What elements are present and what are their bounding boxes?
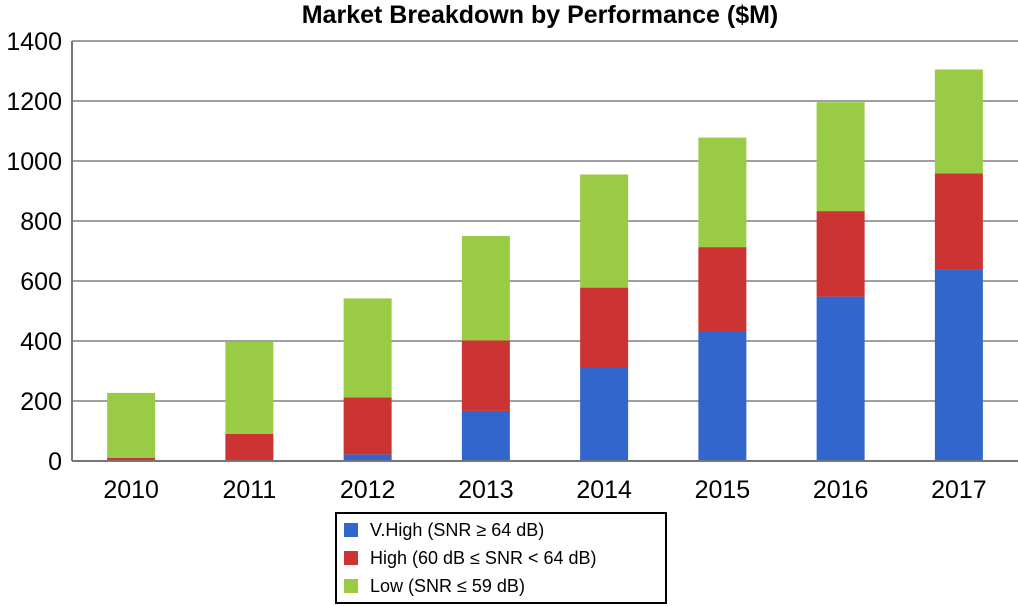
- legend-label-1: High (60 dB ≤ SNR < 64 dB): [370, 548, 597, 568]
- bar-2016-series-1: [816, 211, 865, 297]
- bar-2014-series-2: [580, 174, 629, 288]
- x-tick-label-2012: 2012: [340, 476, 396, 504]
- bar-2015-series-2: [698, 137, 747, 248]
- bar-2011-series-2: [225, 341, 274, 434]
- y-tick-label-600: 600: [20, 268, 62, 296]
- y-tick-label-200: 200: [20, 388, 62, 416]
- y-tick-label-0: 0: [48, 448, 62, 476]
- bar-2010-series-1: [107, 458, 156, 461]
- y-tick-label-1400: 1400: [6, 28, 62, 56]
- bar-2013-series-2: [461, 236, 510, 341]
- gridlines: [72, 40, 1018, 402]
- x-tick-label-2013: 2013: [458, 476, 514, 504]
- legend-swatch-0: [344, 523, 358, 537]
- bar-2012-series-1: [343, 397, 392, 455]
- bar-2013-series-0: [461, 410, 510, 461]
- bar-2012-series-2: [343, 298, 392, 398]
- axes: 0 200 400 600 800 1000 1200 1400 2010 2011 2012 201…: [6, 28, 1018, 504]
- chart-title: Market Breakdown by Performance ($M): [302, 1, 779, 29]
- x-tick-label-2011: 2011: [222, 476, 276, 504]
- x-tick-label-2010: 2010: [103, 476, 159, 504]
- legend-swatch-2: [344, 579, 358, 593]
- bar-2015-series-0: [698, 332, 747, 461]
- y-tick-label-1200: 1200: [6, 88, 62, 116]
- bar-2010-series-2: [107, 392, 156, 458]
- bar-2016-series-2: [816, 102, 865, 212]
- bar-2017-series-0: [934, 269, 983, 461]
- legend-label-2: Low (SNR ≤ 59 dB): [370, 576, 525, 596]
- bar-2013-series-1: [461, 340, 510, 411]
- x-tick-label-2016: 2016: [813, 476, 869, 504]
- x-tick-label-2015: 2015: [695, 476, 751, 504]
- x-tick-label-2014: 2014: [576, 476, 632, 504]
- y-tick-label-800: 800: [20, 208, 62, 236]
- legend-label-0: V.High (SNR ≥ 64 dB): [370, 520, 544, 540]
- legend: V.High (SNR ≥ 64 dB) High (60 dB ≤ SNR < …: [335, 512, 667, 604]
- bar-2012-series-0: [343, 454, 392, 461]
- bar-2014-series-0: [580, 368, 629, 461]
- x-tick-label-2017: 2017: [931, 476, 987, 504]
- bar-2016-series-0: [816, 296, 865, 461]
- y-tick-label-400: 400: [20, 328, 62, 356]
- legend-swatch-1: [344, 551, 358, 565]
- bar-2014-series-1: [580, 287, 629, 368]
- bar-2011-series-1: [225, 434, 274, 461]
- bar-2017-series-1: [934, 173, 983, 270]
- y-tick-label-1000: 1000: [6, 148, 62, 176]
- bar-2015-series-1: [698, 247, 747, 332]
- bars: [107, 69, 983, 461]
- legend-box: [335, 512, 667, 604]
- bar-2017-series-2: [934, 69, 983, 174]
